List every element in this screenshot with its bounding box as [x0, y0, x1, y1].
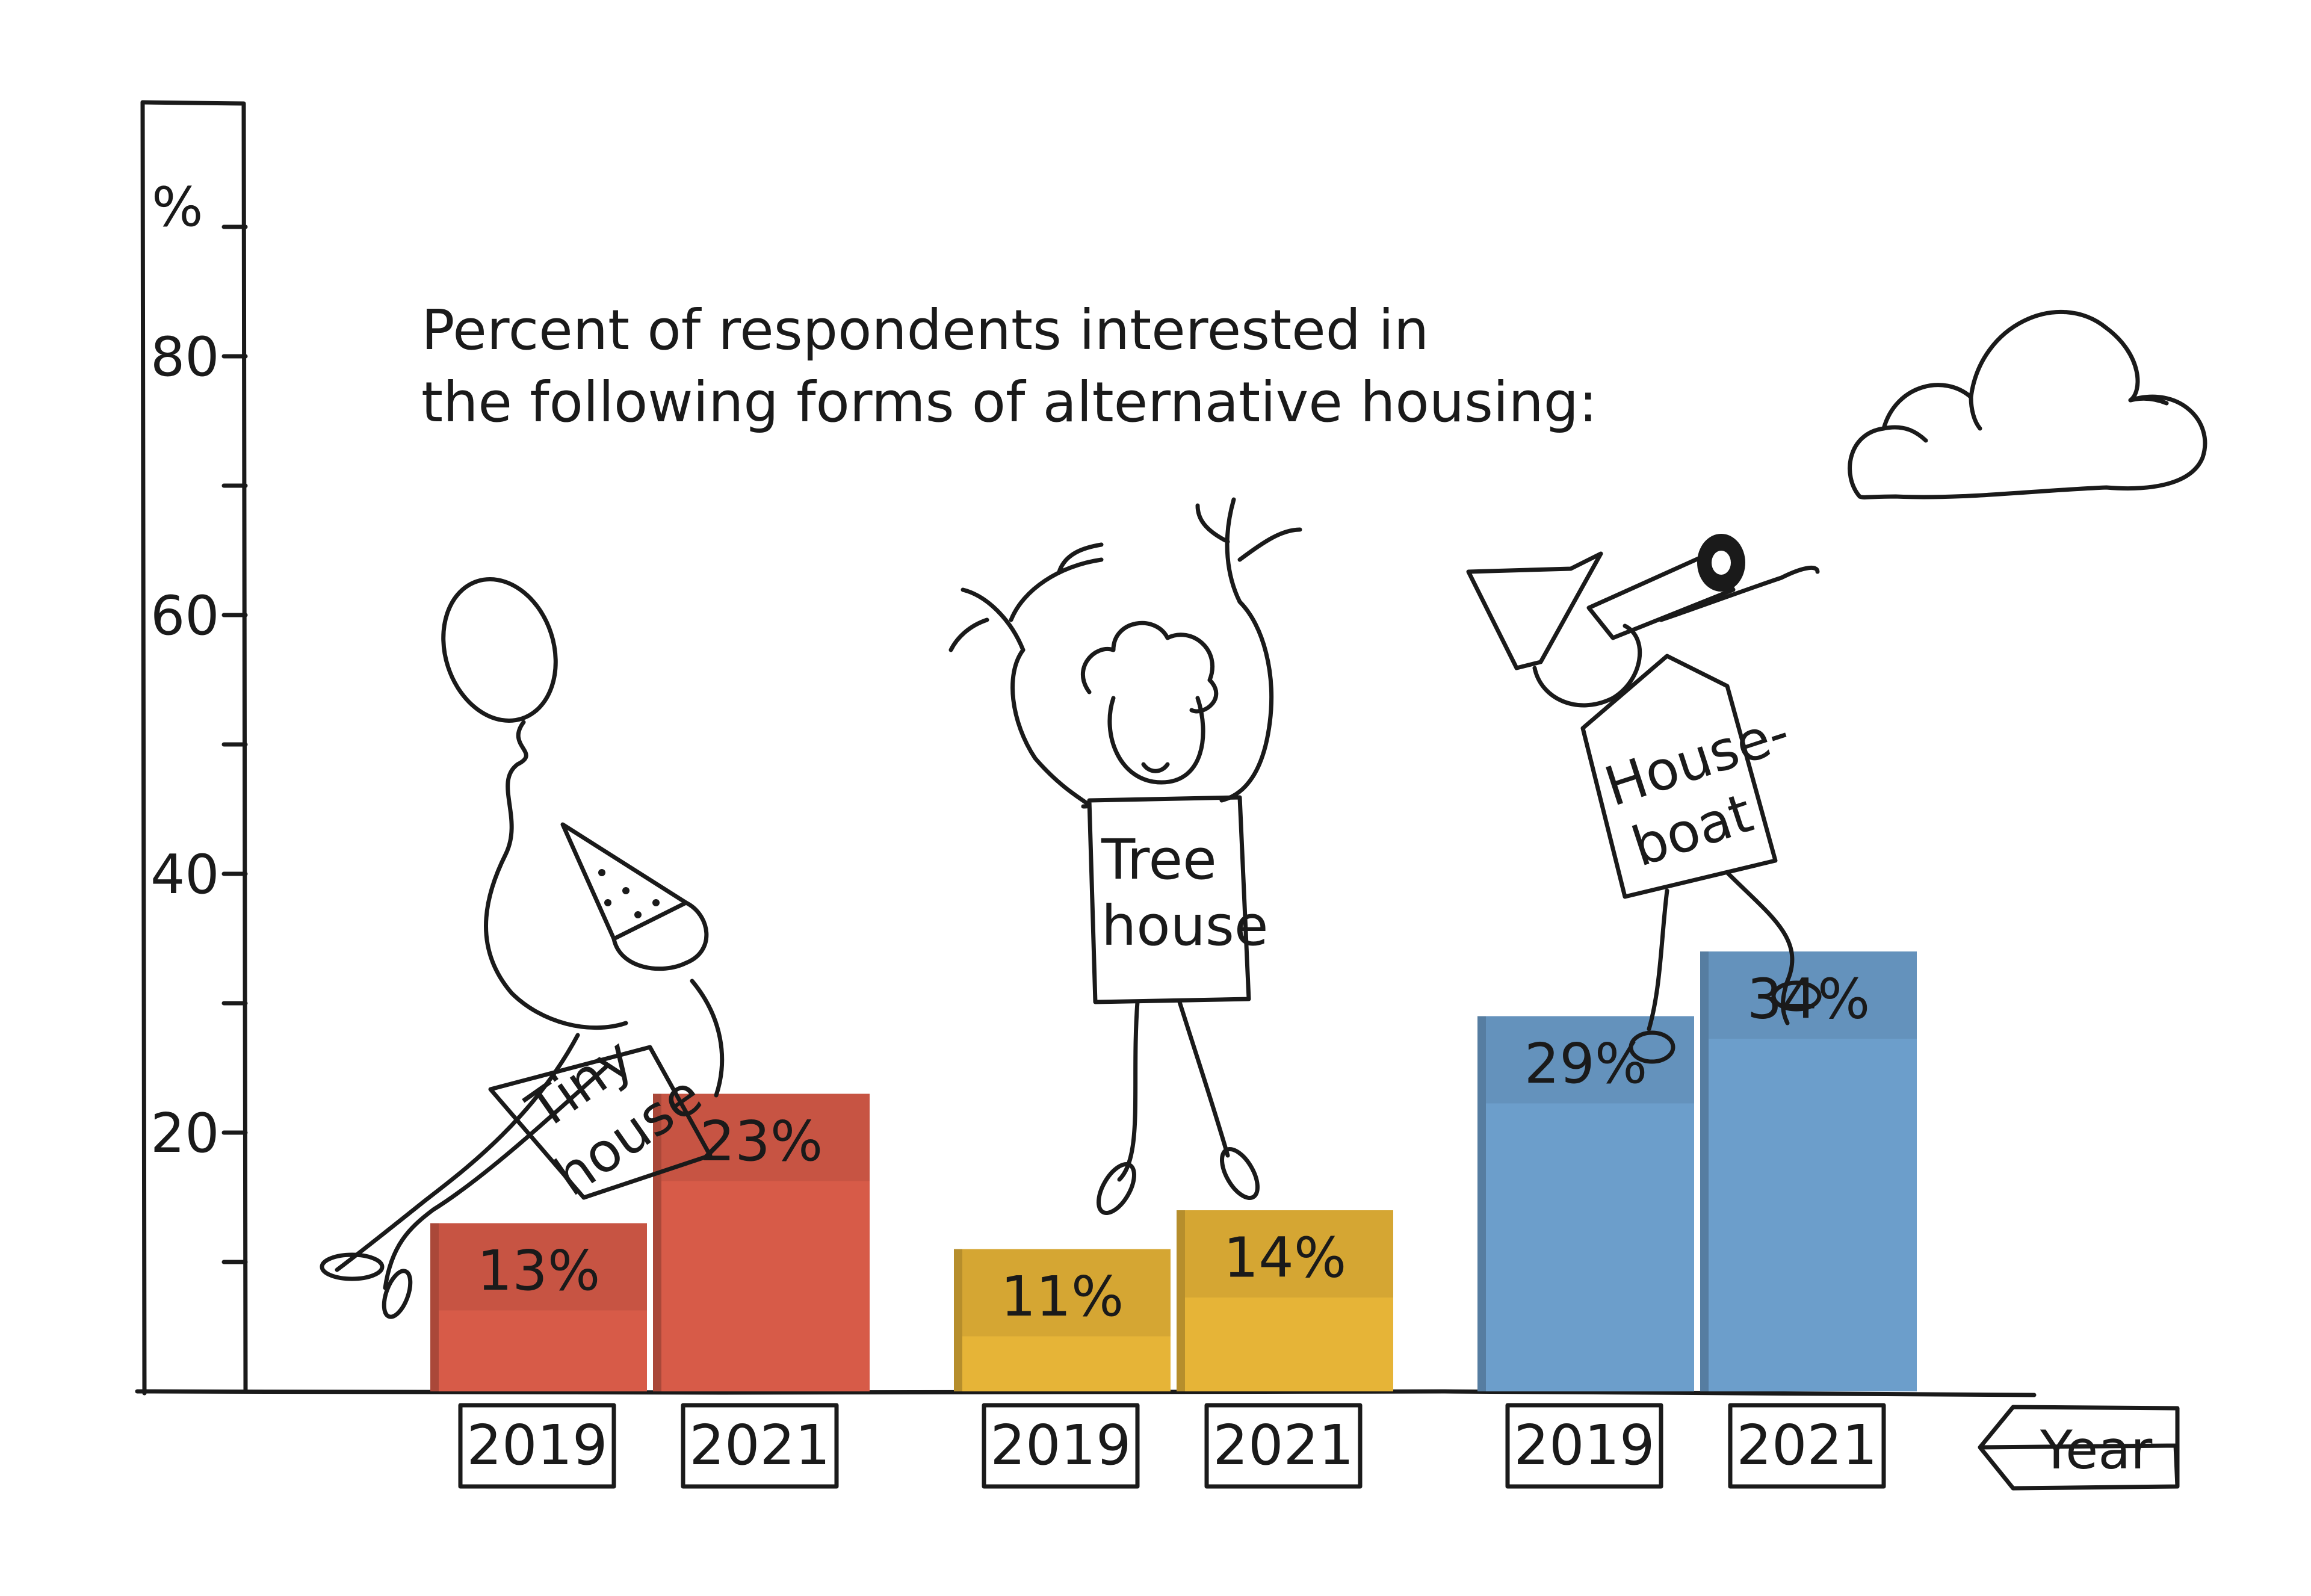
x-tick-label: 2021: [1736, 1413, 1877, 1477]
bar-side: [954, 1249, 962, 1391]
y-tick-label: 60: [150, 584, 220, 648]
chart-title-line-1: Percent of respondents interested in: [421, 298, 1429, 362]
bar: 34%: [1700, 951, 1917, 1391]
x-tick-label: 2021: [689, 1413, 830, 1477]
year-box: 2021: [1204, 1403, 1363, 1489]
bar: 29%: [1477, 1016, 1694, 1391]
y-tick-label: 20: [150, 1102, 220, 1165]
bar-side: [1477, 1016, 1486, 1391]
bar-value-label: 11%: [1001, 1264, 1124, 1329]
tree-house-sign-line-2: house: [1101, 894, 1268, 958]
bar: 11%: [954, 1249, 1171, 1391]
x-tick-label: 2019: [466, 1413, 607, 1477]
bar-value-label: 14%: [1224, 1226, 1346, 1290]
bar: 14%: [1177, 1210, 1393, 1391]
year-box: 2021: [1728, 1403, 1886, 1489]
bars: 13% 23% 11% 14% 29% 34%: [430, 951, 1917, 1391]
x-tick-labels: 2019 2021 2019 2021 2019 2021: [458, 1403, 1886, 1489]
sailor-hat-icon: [1466, 551, 1603, 670]
bar-value-label: 23%: [700, 1109, 823, 1174]
x-axis-line: [135, 1389, 2037, 1397]
tree-house-sign-line-1: Tree: [1101, 827, 1217, 892]
cloud-icon: [1848, 309, 2207, 500]
y-tick-label: 80: [150, 326, 220, 389]
y-axis-spine: [140, 100, 248, 1393]
branch-icon: [1195, 497, 1302, 604]
x-tick-label: 2019: [1514, 1413, 1654, 1477]
bar-value-label: 34%: [1747, 967, 1870, 1032]
bar-value-label: 29%: [1524, 1032, 1647, 1096]
y-axis-line: [140, 100, 147, 1396]
x-tick-label: 2021: [1213, 1413, 1353, 1477]
year-box: 2021: [681, 1403, 839, 1489]
x-tick-label: 2019: [990, 1413, 1131, 1477]
tree-house-figure: Tree house: [948, 497, 1302, 1215]
year-box: 2019: [458, 1403, 616, 1489]
bar-side: [1177, 1210, 1185, 1391]
bar: 23%: [653, 1093, 870, 1391]
bar-side: [653, 1093, 661, 1391]
bar-side: [430, 1223, 439, 1391]
y-ticks: 20 40 60 80: [150, 224, 248, 1264]
chart-title-line-2: the following forms of alternative housi…: [421, 370, 1597, 435]
telescope-icon: [1586, 551, 1736, 640]
bar-top-face: [954, 1249, 1171, 1337]
x-axis-label: Year: [2040, 1419, 2153, 1481]
year-box: 2019: [1505, 1403, 1663, 1489]
bar-top-face: [430, 1223, 647, 1311]
branch-icon: [948, 542, 1104, 652]
bar-side: [1700, 951, 1709, 1391]
y-tick-label: 40: [150, 843, 220, 906]
bar: 13%: [430, 1223, 647, 1391]
bar-top-face: [1177, 1210, 1393, 1298]
bar-top-face: [653, 1093, 870, 1181]
balloon-icon: [441, 577, 558, 723]
y-unit-label: %: [152, 176, 203, 239]
year-box: 2019: [982, 1403, 1140, 1489]
bar-value-label: 13%: [477, 1239, 600, 1303]
bar-top-face: [1700, 951, 1917, 1039]
party-hat-icon: [560, 822, 688, 941]
x-axis-label-tag: Year: [1978, 1405, 2180, 1491]
